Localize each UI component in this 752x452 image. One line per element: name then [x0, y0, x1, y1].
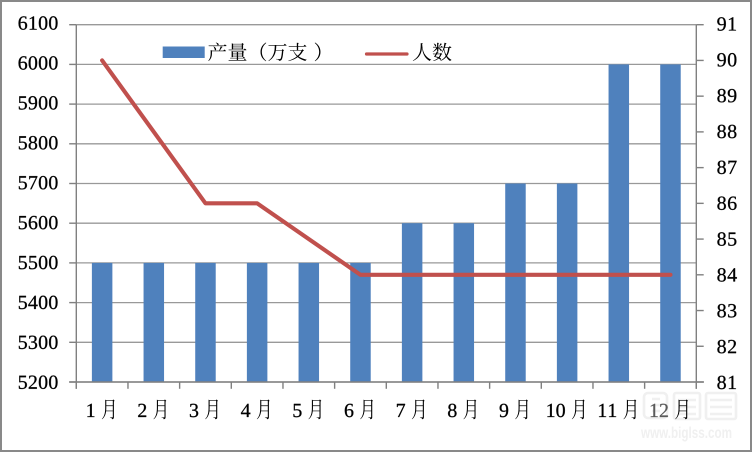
svg-text:www.biglss.com: www.biglss.com: [640, 425, 732, 442]
